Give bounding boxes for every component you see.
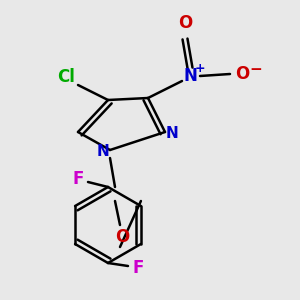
- Text: O: O: [178, 14, 192, 32]
- Text: O: O: [235, 65, 249, 83]
- Text: Cl: Cl: [57, 68, 75, 86]
- Text: N: N: [166, 127, 178, 142]
- Text: O: O: [115, 228, 129, 246]
- Text: −: −: [250, 61, 262, 76]
- Text: +: +: [195, 61, 205, 74]
- Text: N: N: [183, 67, 197, 85]
- Text: N: N: [97, 145, 110, 160]
- Text: F: F: [72, 170, 84, 188]
- Text: F: F: [132, 259, 144, 277]
